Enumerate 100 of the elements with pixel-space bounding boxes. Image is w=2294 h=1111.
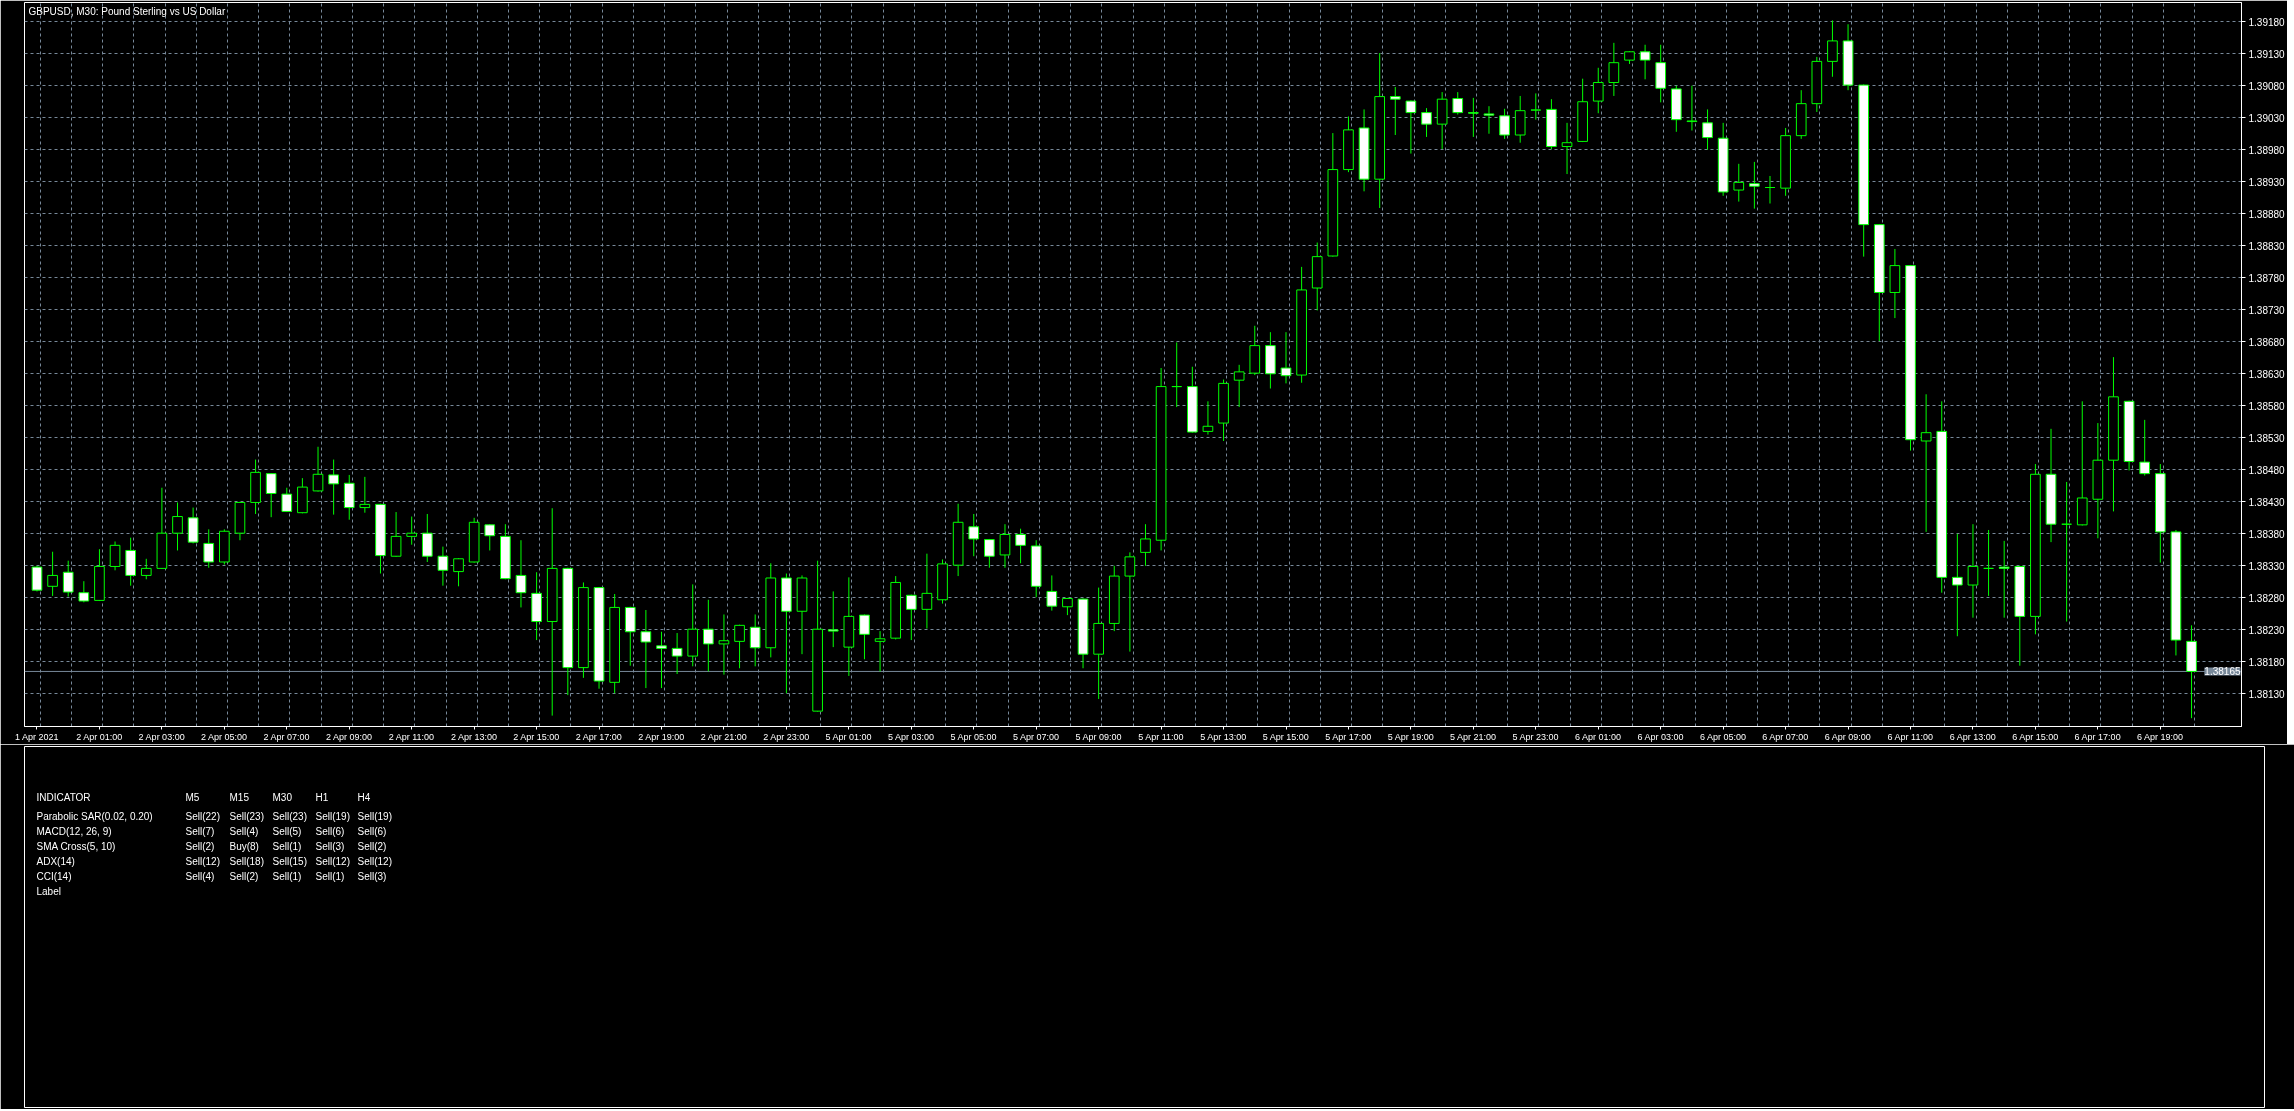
x-tick-label: 2 Apr 03:00: [138, 731, 185, 742]
y-tick-label: 1.38680: [2248, 336, 2286, 348]
y-tick-label: 1.38380: [2248, 528, 2286, 540]
candlestick: [140, 558, 152, 580]
candlestick: [1202, 400, 1214, 436]
candlestick: [874, 630, 886, 672]
x-tick-label: 2 Apr 13:00: [450, 731, 497, 742]
candlestick: [640, 609, 652, 689]
text: Sell(6): [357, 826, 387, 837]
candlestick: [421, 513, 433, 563]
candlestick: [1967, 523, 1979, 619]
candlestick: [1421, 107, 1432, 138]
candlestick: [1015, 528, 1026, 564]
x-tick-label: 6 Apr 07:00: [1762, 731, 1809, 742]
candlestick: [281, 487, 293, 513]
candlestick: [1952, 533, 1963, 637]
candlestick: [1483, 105, 1495, 135]
text: INDICATOR: [36, 792, 91, 803]
text: Sell(12): [185, 856, 220, 867]
y-tick-label: 1.38330: [2248, 560, 2286, 572]
x-tick-label: 6 Apr 11:00: [1887, 731, 1933, 742]
candlestick: [921, 553, 933, 630]
candlestick: [1686, 85, 1698, 132]
x-tick-label: 2 Apr 09:00: [325, 731, 373, 742]
text: Sell(15): [272, 856, 307, 867]
candlestick: [968, 513, 980, 557]
candlestick: [1468, 97, 1479, 138]
text: Sell(7): [185, 826, 215, 837]
x-tick-label: 2 Apr 05:00: [201, 731, 248, 742]
y-tick-label: 1.39080: [2248, 80, 2286, 92]
x-tick-label: 2 Apr 01:00: [76, 731, 123, 742]
x-tick-label: 6 Apr 19:00: [2137, 731, 2184, 742]
candlestick: [328, 459, 339, 516]
text: Sell(1): [315, 871, 345, 882]
y-tick-label: 1.38430: [2248, 496, 2286, 508]
x-tick-label: 2 Apr 21:00: [700, 731, 747, 742]
y-tick-label: 1.38180: [2248, 656, 2286, 668]
text: Sell(4): [229, 826, 259, 837]
candlestick: [984, 538, 995, 569]
x-tick-label: 2 Apr 23:00: [763, 731, 810, 742]
x-tick-label: 5 Apr 23:00: [1512, 731, 1559, 742]
candlestick: [859, 613, 870, 660]
text: M15: [229, 792, 249, 803]
candlestick: [718, 613, 730, 676]
candlestick: [1592, 67, 1604, 114]
y-tick-label: 1.39030: [2248, 112, 2286, 124]
chart-title: GBPUSD, M30: Pound Sterling vs US Dollar: [28, 5, 226, 17]
candlestick: [1389, 86, 1401, 136]
text: CCI(14): [36, 871, 72, 882]
candlestick: [1983, 529, 1994, 597]
text: Sell(23): [229, 811, 264, 822]
text: Parabolic SAR(0.02, 0.20): [36, 811, 153, 822]
candlestick: [1639, 44, 1651, 80]
candlestick: [1140, 523, 1151, 567]
candlestick: [1046, 574, 1058, 612]
x-tick-label: 2 Apr 07:00: [263, 731, 310, 742]
text: Sell(1): [272, 871, 302, 882]
candlestick: [1920, 393, 1932, 533]
y-tick-label: 1.38530: [2248, 432, 2286, 444]
candlestick: [1452, 91, 1464, 116]
text: Sell(5): [272, 826, 302, 837]
text: ADX(14): [36, 856, 75, 867]
candlestick: [734, 624, 745, 669]
y-tick-label: 1.38880: [2248, 208, 2286, 220]
text: Label: [36, 886, 61, 897]
x-tick-label: 6 Apr 03:00: [1637, 731, 1684, 742]
candlestick: [1608, 42, 1620, 97]
ref-line-label: 1.38165: [2204, 666, 2241, 678]
text: Sell(12): [357, 856, 392, 867]
candlestick: [905, 594, 917, 641]
candlestick: [656, 631, 667, 689]
candlestick: [1702, 108, 1713, 151]
text: M5: [185, 792, 200, 803]
x-tick-label: 5 Apr 05:00: [950, 731, 997, 742]
text: Sell(1): [272, 841, 302, 852]
y-tick-label: 1.38780: [2248, 272, 2286, 284]
y-tick-label: 1.38830: [2248, 240, 2286, 252]
x-tick-label: 5 Apr 07:00: [1012, 731, 1059, 742]
y-tick-label: 1.38580: [2248, 400, 2286, 412]
x-tick-label: 5 Apr 03:00: [888, 731, 935, 742]
y-tick-label: 1.38230: [2248, 624, 2286, 636]
candlestick: [1827, 19, 1838, 78]
candlestick: [1530, 92, 1542, 121]
candlestick: [437, 546, 449, 587]
text: Sell(4): [185, 871, 215, 882]
candlestick: [515, 539, 527, 608]
x-tick-label: 5 Apr 11:00: [1138, 731, 1184, 742]
candlestick: [453, 557, 464, 587]
candlestick: [2139, 419, 2151, 477]
x-tick-label: 6 Apr 05:00: [1699, 731, 1746, 742]
x-tick-label: 2 Apr 11:00: [388, 731, 435, 742]
candlestick: [390, 511, 402, 558]
candlestick: [1280, 331, 1292, 384]
y-tick-label: 1.38130: [2248, 688, 2286, 700]
text: Sell(2): [357, 841, 387, 852]
y-tick-label: 1.39180: [2248, 16, 2286, 28]
x-tick-label: 5 Apr 09:00: [1075, 731, 1122, 742]
text: Sell(3): [357, 871, 387, 882]
text: Sell(2): [185, 841, 215, 852]
candlestick: [1233, 364, 1245, 408]
